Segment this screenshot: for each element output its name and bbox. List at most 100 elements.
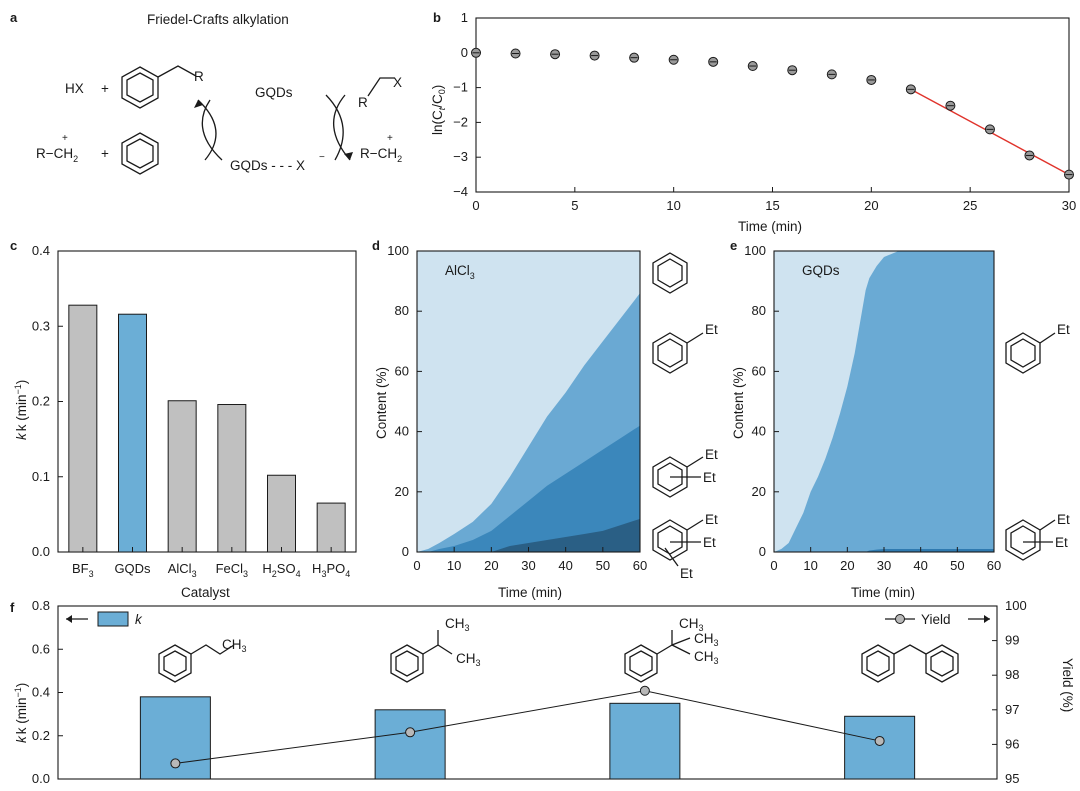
chart-f-substrates: kk (min−1) Yield (%) k Yield CH3: [13, 598, 1075, 786]
structure-tert-butylbenzene: CH3 CH3 CH3: [624, 616, 719, 683]
chart-d-xtick-label: 20: [484, 558, 498, 573]
scheme-complex: GQDs - - - X: [230, 158, 305, 173]
structure-triethylbenzene-d: Et Et Et: [652, 512, 718, 581]
chart-b-xlabel: Time (min): [738, 219, 802, 234]
chart-b-ylabel: ln(Ct/C0): [430, 85, 447, 135]
chart-c-bar: [316, 502, 346, 553]
chart-d-ytick-label: 0: [402, 544, 409, 559]
chart-e-xtick-label: 0: [770, 558, 777, 573]
chart-f-yield-point-propylbenzene: [170, 758, 181, 769]
chart-e-series-label: GQDs: [802, 263, 840, 278]
et-label-2: Et: [705, 447, 718, 462]
chart-c-catalysts: Catalyst kk (min−1) 0.0 0.1 0.2 0.3 0.4 BF3 GQ…: [13, 243, 357, 600]
chart-f-ylabel-right: Yield (%): [1060, 658, 1075, 712]
chart-c-xtick-label: GQDs: [114, 561, 151, 576]
chart-f-bar-diphenylmethane: [844, 715, 916, 780]
ch3-label-2: CH3: [445, 616, 470, 633]
benzene-structure: [121, 132, 159, 175]
structure-diethylbenzene-d: Et Et: [652, 447, 718, 498]
chart-b-xtick-label: 20: [864, 198, 878, 213]
et-label-9: Et: [1055, 535, 1068, 550]
chart-f-bar-tert-butylbenzene: [609, 702, 681, 780]
chart-e-area-ethylbenzene+: [774, 251, 994, 552]
scheme-title: Friedel-Crafts alkylation: [147, 12, 289, 27]
curved-arrow-left-2: [197, 99, 217, 161]
chart-d-series-label: AlCl3: [445, 263, 475, 281]
chart-c-xtick-label: H2SO4: [262, 561, 300, 579]
chart-b-frame: [475, 17, 1070, 193]
scheme-x: X: [393, 75, 402, 90]
chart-b-xtick-label: 25: [963, 198, 977, 213]
panel-label-d: d: [372, 238, 380, 253]
scheme-r-reagent: R: [358, 95, 368, 110]
reaction-scheme: Friedel-Crafts alkylation HX + R GQDs R−…: [36, 12, 402, 175]
structure-diphenylmethane: [861, 644, 959, 683]
et-label-1: Et: [705, 322, 718, 337]
chart-c-ytick-label: 0.4: [32, 243, 50, 258]
chart-b-ytick-label: −4: [453, 184, 468, 199]
curved-arrow-left-1: [201, 99, 223, 161]
chart-f-ytick-right-label: 96: [1005, 736, 1019, 751]
chart-f-ytick-left-label: 0.0: [32, 771, 50, 786]
chart-f-ytick-right-label: 97: [1005, 702, 1019, 717]
chart-e-xtick-label: 50: [950, 558, 964, 573]
chart-c-bar: [167, 400, 197, 553]
chart-e-ytick-label: 60: [752, 363, 766, 378]
chart-d-xtick-label: 50: [596, 558, 610, 573]
arrowhead-right: [344, 152, 353, 160]
chart-c-ytick-label: 0.3: [32, 318, 50, 333]
chart-b-ytick-label: −1: [453, 80, 468, 95]
chart-d-ytick-label: 40: [395, 424, 409, 439]
scheme-hx: HX: [65, 81, 84, 96]
chart-f-ytick-left-label: 0.8: [32, 598, 50, 613]
chart-b-xtick-label: 0: [472, 198, 479, 213]
chart-c-ytick-label: 0.1: [32, 469, 50, 484]
et-label-6: Et: [680, 566, 693, 581]
chart-f-bar-cumene: [374, 709, 446, 780]
chart-f-legend-yield-label: Yield: [921, 612, 951, 627]
chart-b-xtick-label: 30: [1062, 198, 1076, 213]
chart-b-xtick-label: 5: [571, 198, 578, 213]
chart-e-xtick-label: 20: [840, 558, 854, 573]
et-label-5: Et: [703, 535, 716, 550]
chart-b-ytick-label: −2: [453, 114, 468, 129]
chart-f-ylabel-left: kk (min−1): [13, 683, 29, 743]
chart-b-ytick-label: 0: [461, 45, 468, 60]
chart-c-xtick-label: AlCl3: [168, 561, 197, 579]
structure-ethylbenzene-e: Et: [1005, 322, 1070, 374]
chart-b-ytick-label: −3: [453, 149, 468, 164]
structure-benzene-d: [652, 252, 688, 294]
chart-c-ytick-label: 0.2: [32, 394, 50, 409]
chart-f-ytick-left-label: 0.6: [32, 641, 50, 656]
chart-e-ytick-label: 100: [744, 243, 766, 258]
panel-label-e: e: [730, 238, 737, 253]
panel-label-f: f: [10, 600, 15, 615]
curved-arrow-right-2: [332, 94, 351, 161]
chart-f-ytick-right-label: 99: [1005, 633, 1019, 648]
chart-f-bar-propylbenzene: [139, 696, 211, 780]
chart-b-xtick-label: 10: [666, 198, 680, 213]
chart-c-xtick-label: BF3: [72, 561, 94, 579]
chart-e-xtick-label: 10: [803, 558, 817, 573]
chart-d-ytick-label: 80: [395, 303, 409, 318]
scheme-plus-charge-right: +: [387, 133, 393, 144]
chart-e-gqds: Time (min) Content (%) 0 10 20 30 40 50 60 0 20 4…: [731, 243, 1001, 600]
scheme-r-substituent: R: [194, 69, 204, 84]
chart-d-xtick-label: 30: [521, 558, 535, 573]
et-label-3: Et: [703, 470, 716, 485]
chart-f-yield-point-cumene: [405, 727, 416, 738]
chart-d-alcl3: Time (min) Content (%) 0 10 20 30 40 50 60 0 20 4…: [374, 243, 647, 600]
chart-c-bar: [267, 474, 296, 553]
chart-c-xtick-label: FeCl3: [216, 561, 248, 579]
chart-e-xlabel: Time (min): [851, 585, 915, 600]
chart-f-yield-point-tert-butylbenzene: [639, 685, 650, 696]
chart-f-ytick-right-label: 95: [1005, 771, 1019, 786]
arrowhead-left: [194, 100, 203, 108]
ch3-label-5: CH3: [694, 631, 719, 648]
alkyl-halide-structure: R X: [358, 75, 402, 110]
chart-d-ytick-label: 20: [395, 484, 409, 499]
chart-f-ytick-right-label: 98: [1005, 667, 1019, 682]
chart-f-legend-k-label: k: [135, 612, 143, 627]
panel-label-a: a: [10, 10, 18, 25]
structure-diethylbenzene-e: Et Et: [1005, 512, 1070, 561]
